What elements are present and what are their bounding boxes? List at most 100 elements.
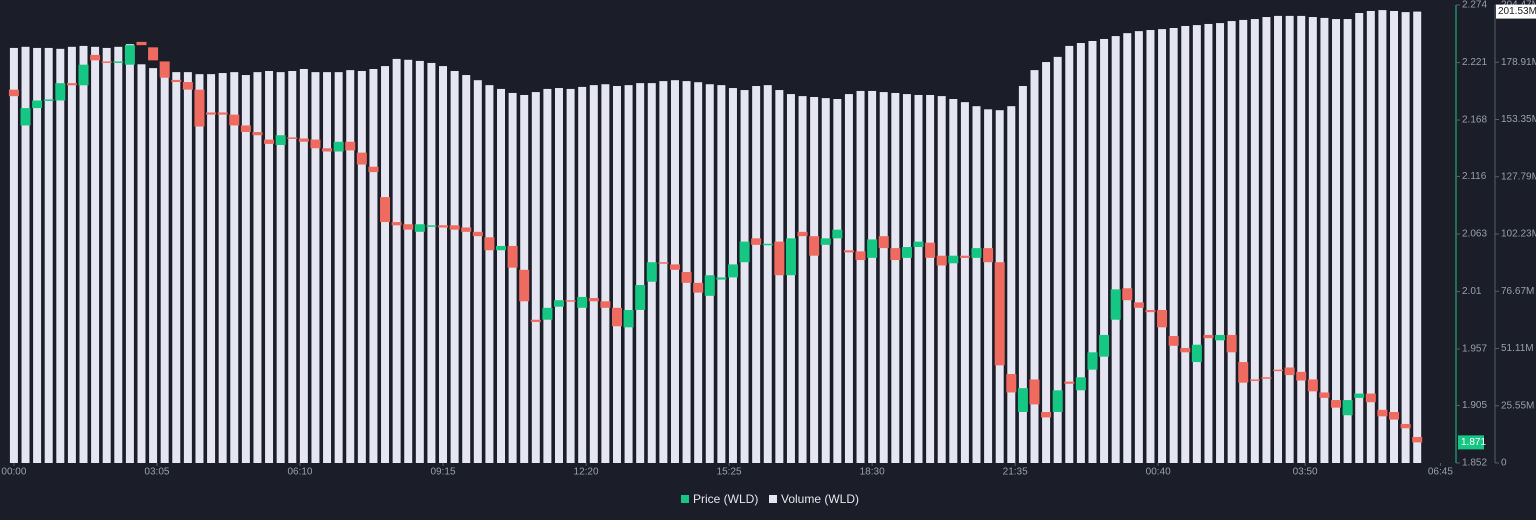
- candle-body: [681, 271, 692, 283]
- candle-body: [774, 241, 785, 276]
- volume-bar: [717, 85, 726, 463]
- volume-badge: [1496, 4, 1536, 19]
- volume-bar: [1378, 10, 1387, 464]
- volume-bar: [137, 64, 146, 464]
- volume-bar: [589, 85, 598, 463]
- legend-label[interactable]: Price (WLD): [693, 492, 758, 506]
- y2-tick-label: 153.35M: [1501, 114, 1536, 125]
- volume-bar: [1401, 12, 1410, 464]
- candle-body: [182, 82, 193, 90]
- volume-bar: [1111, 36, 1120, 463]
- candle-body: [322, 148, 333, 152]
- candle-body: [1052, 390, 1063, 412]
- candle-body: [948, 255, 959, 264]
- candle-body: [333, 141, 344, 152]
- candle-body: [890, 248, 901, 261]
- candle-body: [1122, 288, 1133, 301]
- candle-body: [124, 45, 135, 65]
- x-tick-label: 21:35: [1003, 467, 1028, 478]
- volume-bar: [497, 88, 506, 464]
- candle-body: [414, 224, 425, 232]
- legend-label[interactable]: Volume (WLD): [781, 492, 859, 506]
- volume-bar: [323, 72, 332, 463]
- candle-body: [1400, 423, 1411, 429]
- candle-body: [530, 319, 541, 322]
- volume-bar: [369, 68, 378, 464]
- candle-body: [356, 152, 367, 165]
- candle-body: [1191, 344, 1202, 363]
- volume-bar: [1227, 21, 1236, 463]
- candle-body: [55, 83, 66, 101]
- candle-body: [403, 224, 414, 230]
- volume-bar: [1297, 15, 1306, 463]
- volume-bar: [439, 66, 448, 463]
- volume-bar: [670, 80, 679, 463]
- volume-bar: [1204, 23, 1213, 464]
- candle-body: [43, 99, 54, 101]
- volume-bar: [1216, 23, 1225, 463]
- candle-body: [206, 112, 217, 115]
- volume-bar: [508, 92, 517, 463]
- candle-body: [867, 239, 878, 258]
- volume-bar: [1158, 29, 1167, 464]
- candle-body: [101, 61, 112, 63]
- y-tick-label: 2.274: [1462, 0, 1487, 11]
- candle-body: [646, 262, 657, 282]
- candle-body: [1145, 309, 1156, 313]
- volume-bar: [462, 75, 471, 463]
- volume-bar: [1192, 25, 1201, 464]
- candle-body: [32, 100, 43, 109]
- volume-bar: [1123, 33, 1132, 464]
- candle-body: [1087, 352, 1098, 370]
- volume-bar: [9, 47, 18, 463]
- candle-body: [171, 79, 182, 83]
- candle-body: [751, 238, 762, 245]
- legend-swatch[interactable]: [681, 495, 689, 503]
- volume-bar: [1169, 28, 1178, 464]
- price-badge: [1458, 435, 1484, 450]
- volume-bar: [288, 71, 297, 463]
- candle-body: [878, 236, 889, 249]
- candle-body: [298, 138, 309, 142]
- volume-bar: [276, 72, 285, 463]
- candle-body: [542, 307, 553, 320]
- candle-body: [1331, 400, 1342, 408]
- volume-bar: [346, 70, 355, 463]
- candle-body: [472, 231, 483, 237]
- volume-bar: [1332, 19, 1341, 464]
- volume-bar: [1030, 70, 1039, 463]
- candle-body: [1377, 409, 1388, 417]
- volume-bar: [241, 75, 250, 463]
- candle-body: [1006, 374, 1017, 393]
- volume-bar: [1042, 62, 1051, 463]
- volume-bar: [357, 71, 366, 463]
- volume-bar: [891, 92, 900, 463]
- volume-bar: [810, 96, 819, 463]
- candle-body: [658, 262, 669, 264]
- candle-body: [693, 282, 704, 293]
- volume-bar: [1239, 19, 1248, 464]
- candle-body: [217, 112, 228, 115]
- volume-bar: [1181, 25, 1190, 463]
- volume-bar: [636, 83, 645, 463]
- candle-body: [704, 275, 715, 296]
- volume-bar: [798, 96, 807, 463]
- candle-body: [1389, 411, 1400, 420]
- volume-bar: [868, 90, 877, 463]
- volume-bar: [1274, 15, 1283, 463]
- x-tick-label: 12:20: [574, 467, 599, 478]
- candle-body: [716, 277, 727, 280]
- y-tick-label: 2.01: [1462, 286, 1482, 297]
- candle-body: [1226, 334, 1237, 353]
- legend-swatch[interactable]: [769, 495, 777, 503]
- volume-bar: [926, 94, 935, 464]
- candle-body: [148, 47, 159, 61]
- candle-body: [727, 264, 738, 278]
- candle-body: [90, 54, 101, 61]
- candle-body: [832, 229, 843, 239]
- candle-body: [275, 135, 286, 146]
- volume-bar: [786, 94, 795, 464]
- candle-body: [438, 225, 449, 228]
- volume-bar: [21, 46, 30, 463]
- volume-bar: [752, 86, 761, 463]
